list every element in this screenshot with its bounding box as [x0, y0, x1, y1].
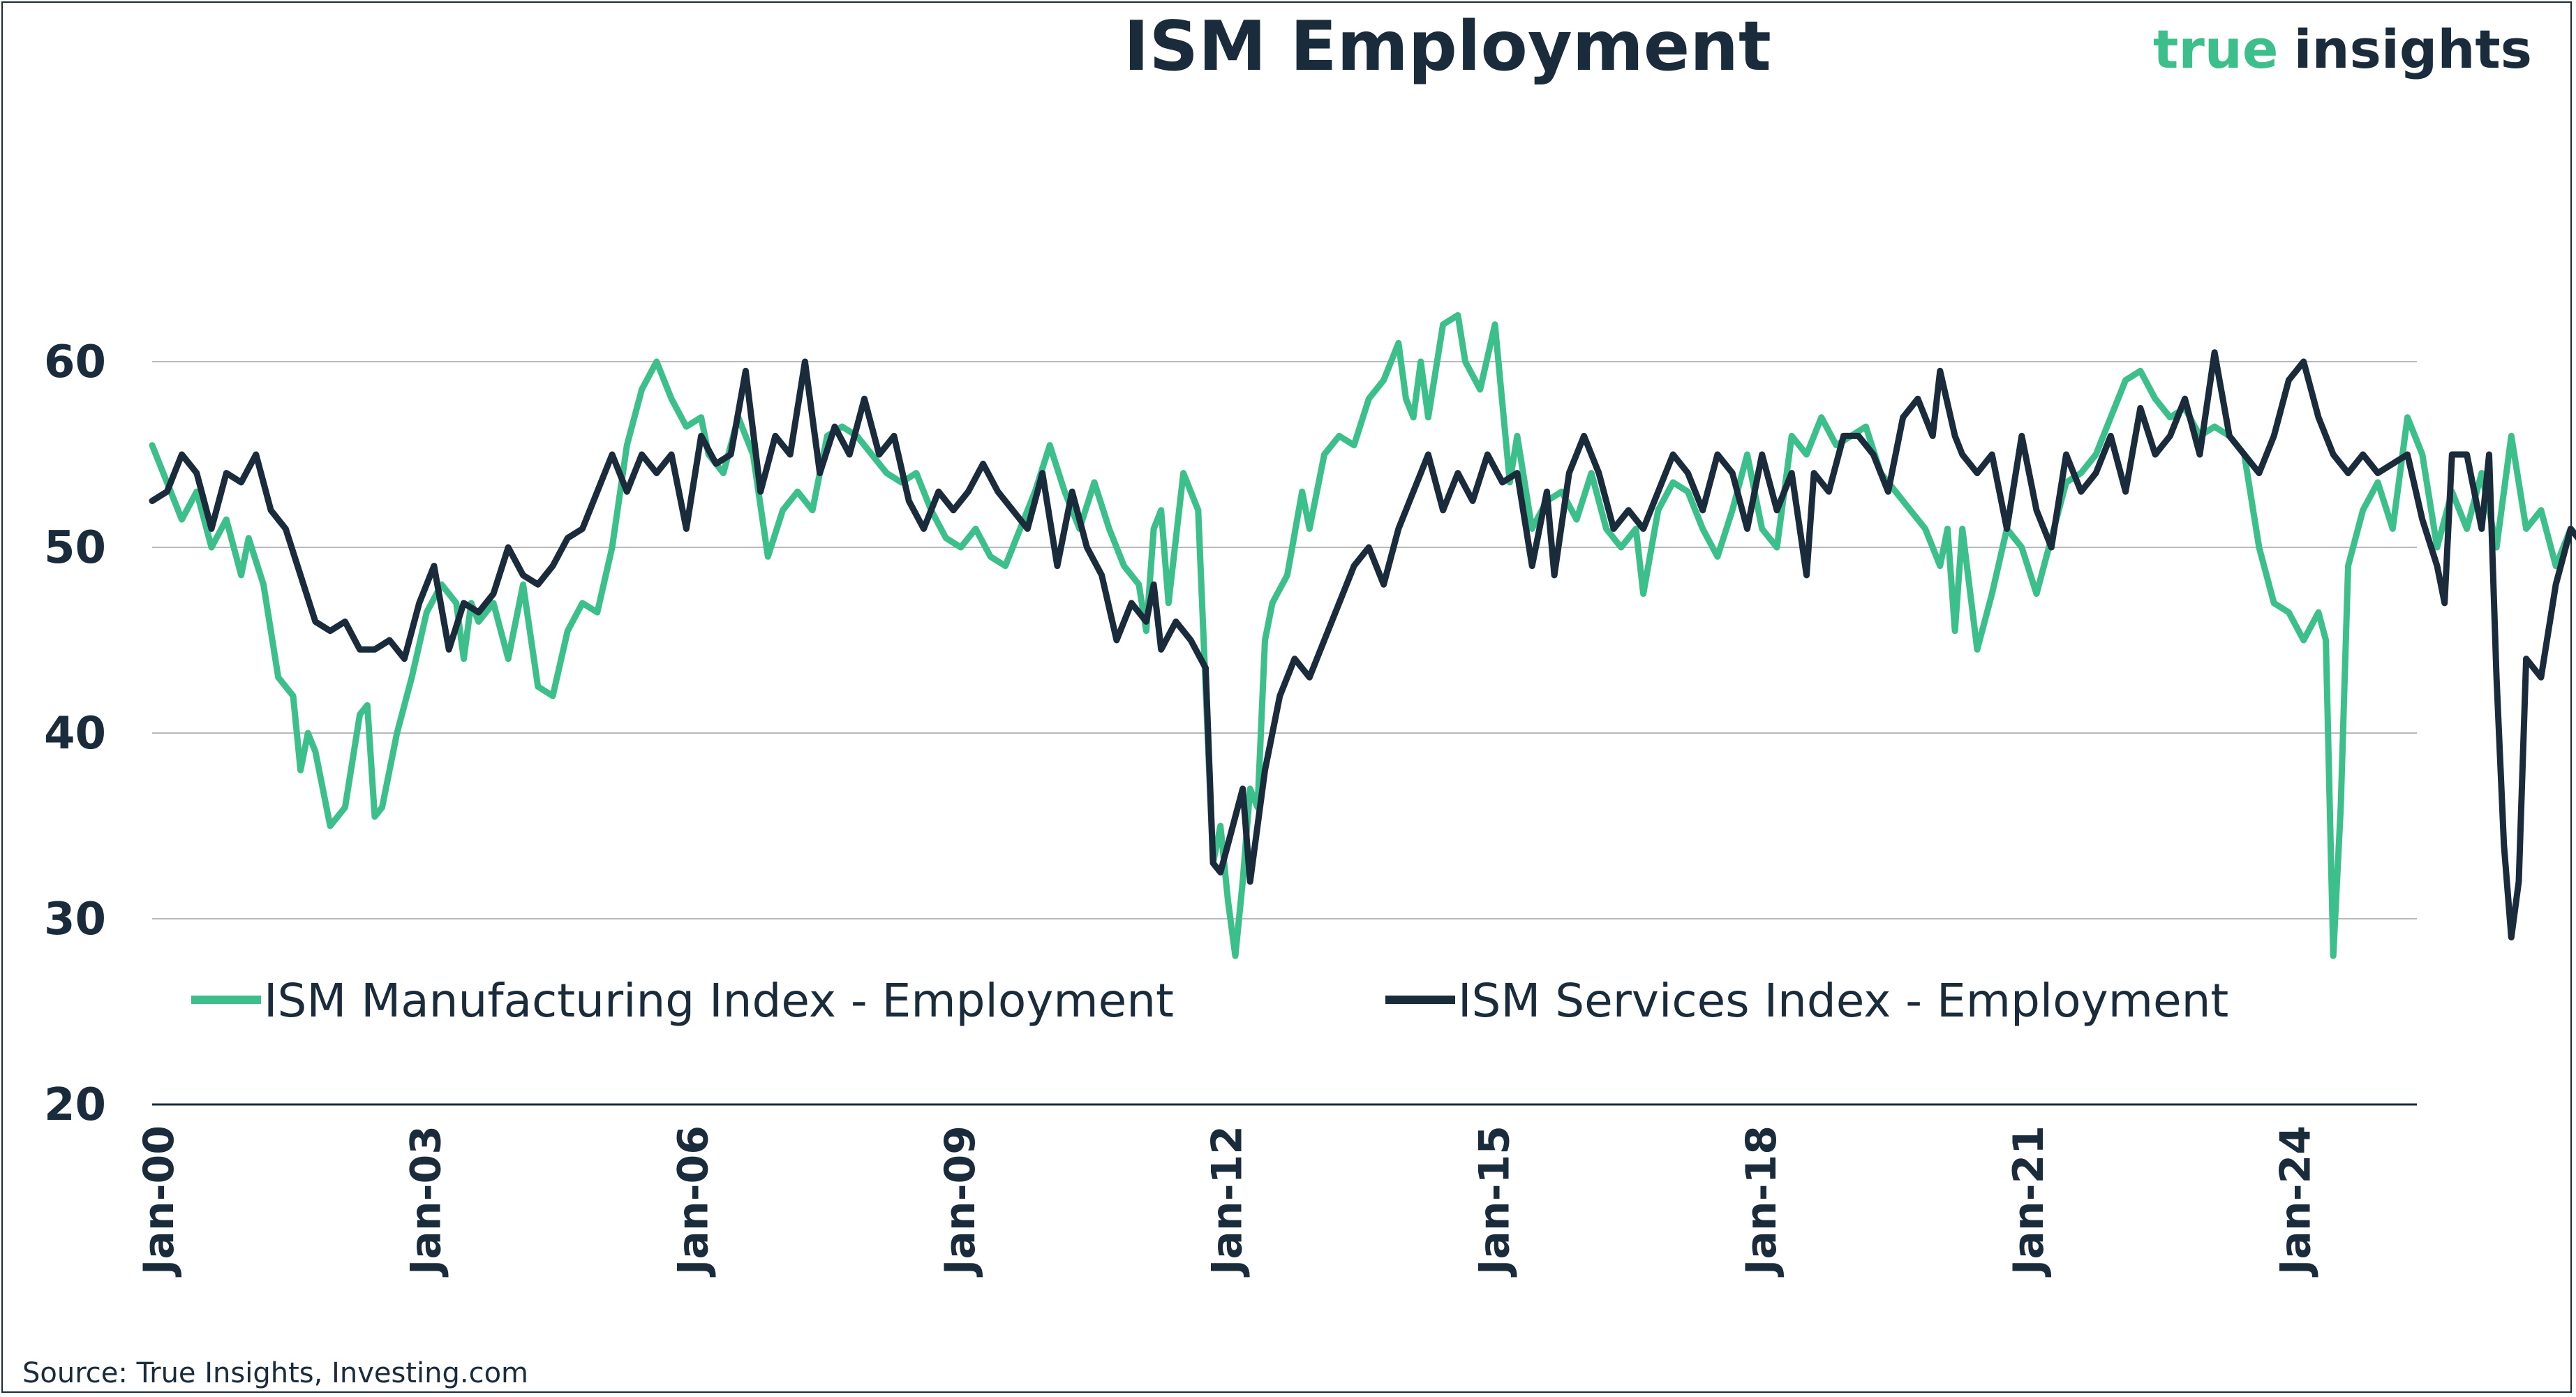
- x-tick-label: Jan-09: [936, 1125, 985, 1278]
- series-lines: [149, 312, 2576, 959]
- y-tick-label: 30: [44, 894, 106, 945]
- x-tick-label: Jan-15: [1470, 1125, 1519, 1278]
- x-tick-label: Jan-18: [1737, 1125, 1786, 1278]
- legend-label-services: ISM Services Index - Employment: [1458, 974, 2228, 1028]
- gridlines: [152, 361, 2417, 1106]
- series-line-manufacturing: [149, 312, 2576, 959]
- y-axis: 20 30 40 50 60: [44, 337, 106, 1131]
- series-line-services: [149, 349, 2576, 941]
- y-tick-label: 20: [44, 1079, 106, 1131]
- x-tick-label: Jan-03: [402, 1125, 451, 1278]
- chart-title: ISM Employment: [1124, 7, 1771, 87]
- x-axis: Jan-00 Jan-03 Jan-06 Jan-09 Jan-12 Jan-15 Jan-…: [135, 1125, 2320, 1278]
- x-tick-label: Jan-24: [2271, 1125, 2320, 1278]
- y-tick-label: 40: [44, 708, 106, 760]
- legend: ISM Manufacturing Index - Employment ISM…: [191, 974, 2228, 1028]
- brand-logo-part2: insights: [2293, 18, 2532, 80]
- x-tick-label: Jan-21: [2004, 1125, 2053, 1278]
- y-tick-label: 50: [44, 522, 106, 574]
- x-tick-label: Jan-00: [135, 1125, 184, 1278]
- x-tick-label: Jan-12: [1203, 1125, 1252, 1278]
- legend-label-manufacturing: ISM Manufacturing Index - Employment: [264, 974, 1174, 1028]
- y-tick-label: 60: [44, 337, 106, 388]
- x-tick-label: Jan-06: [669, 1125, 717, 1278]
- brand-logo-part1: true: [2153, 18, 2278, 80]
- source-note: Source: True Insights, Investing.com: [22, 1357, 528, 1389]
- brand-logo: true insights: [2153, 18, 2532, 80]
